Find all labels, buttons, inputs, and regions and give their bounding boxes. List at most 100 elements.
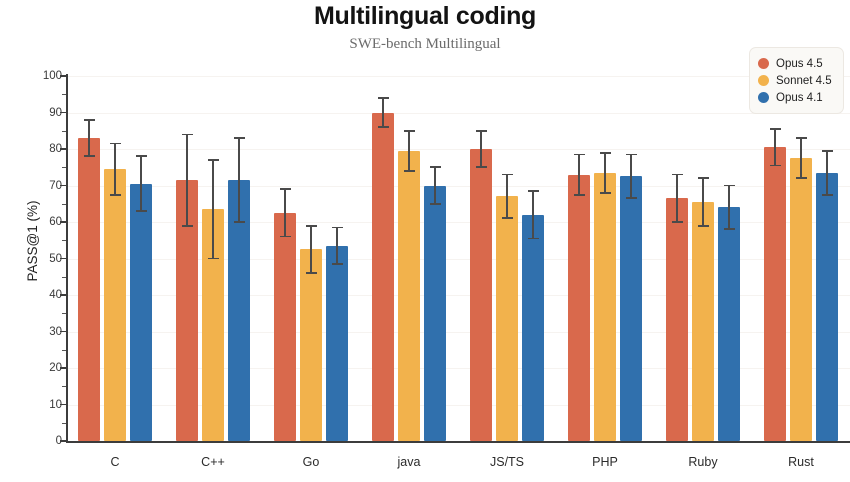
error-bar xyxy=(676,174,678,222)
bar xyxy=(594,172,616,441)
error-bar-cap-top xyxy=(625,153,637,156)
bar xyxy=(78,138,100,441)
y-axis-minor-tick xyxy=(62,167,66,169)
error-bar-cap-bottom xyxy=(501,217,513,220)
error-bar-cap-top xyxy=(181,133,193,136)
legend-item[interactable]: Opus 4.1 xyxy=(758,89,834,106)
y-axis-minor-tick xyxy=(62,313,66,315)
error-bar xyxy=(702,178,704,226)
bar xyxy=(176,180,198,441)
error-bar xyxy=(382,97,384,128)
bar xyxy=(718,207,740,441)
legend-item[interactable]: Sonnet 4.5 xyxy=(758,72,834,89)
bar xyxy=(130,183,152,441)
bar xyxy=(666,198,688,441)
error-bar xyxy=(140,156,142,212)
error-bar-cap-top xyxy=(821,149,833,152)
legend-swatch-icon xyxy=(758,92,769,103)
gridline xyxy=(66,112,850,114)
error-bar-cap-top xyxy=(207,159,219,161)
y-axis-minor-tick xyxy=(62,349,66,351)
error-bar-cap-bottom xyxy=(207,257,219,260)
error-bar xyxy=(800,138,802,179)
legend-swatch-icon xyxy=(758,58,769,69)
legend-item-label: Opus 4.5 xyxy=(776,57,823,70)
y-axis-tick-label: 30 xyxy=(49,325,62,338)
y-axis-tick-label: 0 xyxy=(55,435,62,447)
error-bar-cap-top xyxy=(83,118,95,121)
error-bar-cap-top xyxy=(429,166,441,169)
bar xyxy=(300,249,322,441)
x-axis-tick-label: Ruby xyxy=(688,455,718,469)
y-axis-tick xyxy=(60,75,66,77)
error-bar xyxy=(604,152,606,193)
chart-title: Multilingual coding xyxy=(313,2,537,30)
error-bar xyxy=(114,143,116,195)
error-bar-cap-bottom xyxy=(821,193,833,196)
error-bar-cap-top xyxy=(795,137,807,139)
x-axis-tick-label: C xyxy=(110,455,120,469)
error-bar-cap-bottom xyxy=(599,191,611,194)
y-axis-tick xyxy=(60,367,66,369)
gridline xyxy=(66,149,850,150)
y-axis-minor-tick xyxy=(62,203,66,205)
error-bar xyxy=(212,159,214,259)
y-axis-tick xyxy=(60,440,66,442)
gridline xyxy=(66,222,850,223)
y-axis-minor-tick xyxy=(62,386,66,388)
error-bar-cap-bottom xyxy=(305,272,317,274)
error-bar-cap-top xyxy=(279,188,291,191)
error-bar-cap-bottom xyxy=(83,155,95,158)
legend-item-label: Opus 4.1 xyxy=(776,91,823,104)
y-axis-minor-tick xyxy=(62,130,66,132)
y-axis-tick xyxy=(60,294,66,296)
y-axis-minor-tick xyxy=(62,276,66,278)
error-bar xyxy=(532,190,534,239)
error-bar-cap-top xyxy=(109,142,121,145)
gridline xyxy=(66,331,850,333)
y-axis-tick-label: 40 xyxy=(49,289,62,301)
bar xyxy=(372,112,394,441)
error-bar-cap-bottom xyxy=(475,166,487,169)
x-axis-tick-label: Rust xyxy=(788,455,814,469)
gridline xyxy=(66,258,850,260)
error-bar xyxy=(186,134,188,226)
error-bar-cap-top xyxy=(135,155,147,158)
error-bar-cap-top xyxy=(697,177,709,180)
error-bar-cap-top xyxy=(377,97,389,99)
error-bar-cap-top xyxy=(501,173,513,176)
bar xyxy=(228,180,250,441)
y-axis-tick xyxy=(60,330,66,333)
legend-swatch-icon xyxy=(758,75,769,86)
bar xyxy=(202,209,224,441)
error-bar xyxy=(434,167,436,204)
y-axis-tick-label: 20 xyxy=(49,362,62,374)
bar xyxy=(620,176,642,441)
error-bar-cap-top xyxy=(723,184,735,187)
error-bar xyxy=(630,154,632,199)
error-bar-cap-top xyxy=(527,190,539,192)
bar xyxy=(326,245,348,441)
error-bar-cap-bottom xyxy=(671,221,683,223)
gridline xyxy=(66,368,850,369)
gridline xyxy=(66,76,850,77)
error-bar xyxy=(310,225,312,274)
error-bar-cap-top xyxy=(331,226,343,229)
error-bar xyxy=(336,227,338,264)
y-axis-tick xyxy=(60,111,66,114)
error-bar-cap-bottom xyxy=(331,263,343,265)
gridline xyxy=(66,404,850,406)
legend-item[interactable]: Opus 4.5 xyxy=(758,55,834,72)
y-axis-minor-tick xyxy=(62,240,66,242)
bar xyxy=(104,169,126,441)
error-bar-cap-bottom xyxy=(135,210,147,212)
error-bar-cap-bottom xyxy=(795,177,807,180)
bar xyxy=(568,174,590,441)
y-axis-tick-label: 50 xyxy=(49,252,62,265)
error-bar xyxy=(88,119,90,157)
y-axis-minor-tick xyxy=(62,422,66,424)
y-axis-tick xyxy=(60,257,66,260)
y-axis-tick-label: 70 xyxy=(49,179,62,192)
y-axis-tick-labels: 0 10 20 30 40 50 60 70 80 90 100 xyxy=(14,0,62,482)
